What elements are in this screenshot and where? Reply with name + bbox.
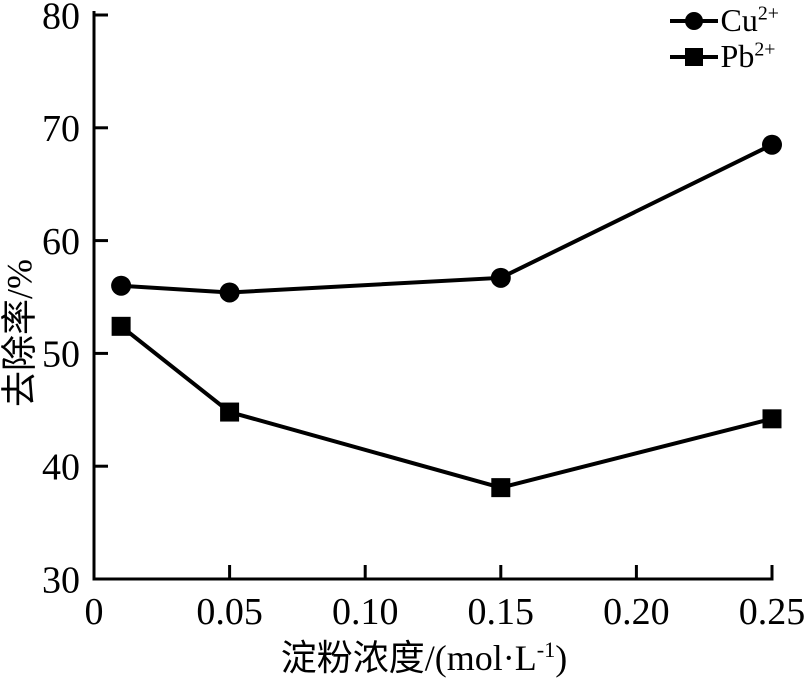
data-point-Pb2+ — [111, 316, 131, 336]
legend-label: Cu2+ — [720, 2, 779, 38]
x-tick-label: 0.20 — [603, 591, 670, 633]
y-tick-label: 60 — [42, 221, 80, 263]
data-point-Cu2+ — [762, 134, 782, 155]
y-tick-label: 30 — [42, 559, 80, 601]
x-tick-label: 0 — [85, 591, 104, 633]
data-point-Cu2+ — [490, 267, 511, 288]
series-line-Cu2+ — [120, 142, 773, 295]
legend-item-Cu2+: Cu2+ — [669, 2, 779, 38]
x-axis-title-text: 淀粉浓度/(mol·L — [280, 638, 537, 678]
series-line-Pb2+ — [119, 324, 773, 490]
data-point-Cu2+ — [219, 282, 240, 303]
x-axis-title-suffix: ) — [555, 638, 568, 678]
legend-item-Pb2+: Pb2+ — [669, 38, 779, 75]
x-tick-label: 0.15 — [468, 591, 535, 633]
x-tick-label: 0.05 — [196, 591, 263, 633]
data-point-Cu2+ — [111, 275, 132, 296]
data-point-Pb2+ — [491, 478, 511, 498]
legend: Cu2+ Pb2+ — [669, 2, 779, 75]
data-point-Pb2+ — [762, 409, 782, 429]
legend-square-marker-icon — [669, 47, 718, 66]
legend-circle-marker-icon — [669, 11, 718, 30]
x-axis-title-superscript: -1 — [536, 637, 556, 662]
legend-label: Pb2+ — [720, 38, 776, 75]
y-tick-label: 70 — [42, 108, 80, 150]
x-tick-label: 0.25 — [739, 591, 805, 633]
data-point-Pb2+ — [220, 402, 240, 422]
x-tick-label: 0.10 — [332, 591, 399, 633]
x-axis-title: 淀粉浓度/(mol·L-1) — [281, 638, 568, 679]
y-tick-label: 80 — [42, 0, 80, 37]
y-axis-title: 去除率/% — [0, 259, 40, 407]
y-tick-label: 40 — [42, 447, 80, 489]
y-tick-label: 50 — [42, 334, 80, 376]
